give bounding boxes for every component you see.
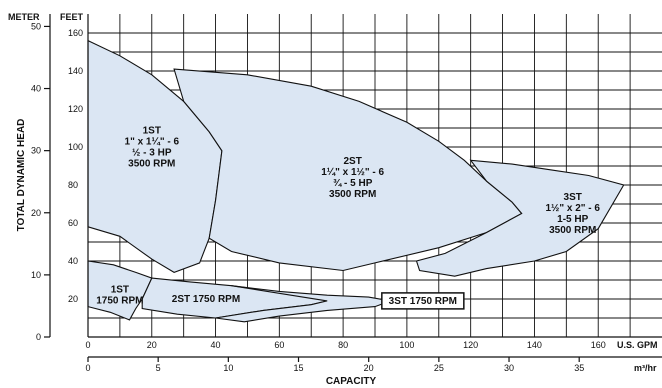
region-label-line: 1" x 1¼" - 6	[125, 137, 180, 148]
region-label-line: 1750 RPM	[96, 296, 143, 307]
region-label-line: ¾ - 5 HP	[333, 178, 373, 189]
region-label-line: 3500 RPM	[128, 159, 175, 170]
region-2st-3500-rpm	[173, 68, 523, 272]
gpm-tick-label: 0	[85, 340, 90, 350]
meter-tick-label: 30	[31, 146, 41, 156]
gpm-unit-label: U.S. GPM	[617, 340, 658, 350]
meter-tick-label: 10	[31, 270, 41, 280]
gpm-tick-label: 20	[147, 340, 157, 350]
region-label-line: 2ST	[344, 156, 362, 167]
gpm-tick-label: 100	[399, 340, 414, 350]
m3hr-tick-label: 35	[574, 363, 584, 373]
meter-tick-label: 50	[31, 21, 41, 31]
m3hr-tick-label: 5	[156, 363, 161, 373]
meter-tick-label: 20	[31, 208, 41, 218]
gpm-tick-label: 140	[527, 340, 542, 350]
y-axis-title: TOTAL DYNAMIC HEAD	[16, 119, 27, 232]
region-3st-1750-rpm	[215, 285, 394, 323]
region-label-line: 1ST	[111, 285, 129, 296]
gpm-tick-label: 120	[463, 340, 478, 350]
feet-unit-label: FEET	[60, 12, 84, 22]
m3hr-tick-label: 25	[434, 363, 444, 373]
m3hr-unit-label: m³/hr	[634, 363, 657, 373]
feet-tick-label: 120	[68, 104, 83, 114]
gpm-tick-label: 40	[211, 340, 221, 350]
feet-tick-label: 140	[68, 66, 83, 76]
region-3st-3500-rpm	[415, 159, 625, 277]
region-label-line: 3500 RPM	[329, 189, 376, 200]
region-label-line: 3ST	[564, 192, 582, 203]
x-axis-title: CAPACITY	[326, 376, 377, 387]
region-label-line: 1½" x 2" - 6	[545, 203, 600, 214]
region-label-line: 1-5 HP	[557, 214, 588, 225]
feet-tick-label: 80	[68, 180, 78, 190]
feet-tick-label: 160	[68, 28, 83, 38]
m3hr-tick-label: 30	[504, 363, 514, 373]
m3hr-tick-label: 0	[85, 363, 90, 373]
region-label-line: 2ST 1750 RPM	[172, 294, 240, 305]
performance-regions	[87, 39, 625, 323]
region-label-line: ½ - 3 HP	[132, 148, 172, 159]
feet-tick-label: 40	[68, 256, 78, 266]
meter-unit-label: METER	[8, 12, 40, 22]
feet-tick-label: 60	[68, 218, 78, 228]
meter-tick-label: 40	[31, 84, 41, 94]
gpm-tick-label: 80	[338, 340, 348, 350]
gpm-tick-label: 60	[274, 340, 284, 350]
region-label-line: 3ST 1750 RPM	[389, 296, 457, 307]
meter-tick-label: 0	[36, 332, 41, 342]
region-1st-1750-rpm	[87, 260, 153, 321]
region-label-line: 1ST	[143, 126, 161, 137]
m3hr-tick-label: 15	[294, 363, 304, 373]
region-label-line: 1¼" x 1½" - 6	[321, 167, 384, 178]
label-box-3st-1750	[381, 292, 465, 310]
m3hr-tick-label: 20	[364, 363, 374, 373]
region-label-line: 3500 RPM	[549, 225, 596, 236]
m3hr-tick-label: 10	[223, 363, 233, 373]
gpm-tick-label: 160	[591, 340, 606, 350]
feet-tick-label: 100	[68, 142, 83, 152]
feet-tick-label: 20	[68, 294, 78, 304]
